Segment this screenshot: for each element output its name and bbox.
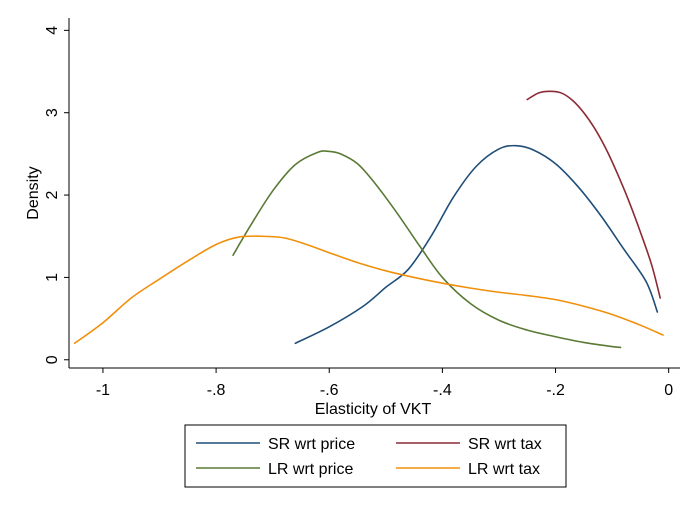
legend: SR wrt price SR wrt tax LR wrt price LR wrt… [184, 424, 567, 488]
legend-label-lr-wrt-price: LR wrt price [268, 461, 353, 478]
x-tick-label: -.8 [207, 382, 226, 399]
x-tick-label: -.4 [433, 382, 452, 399]
y-tick-label: 0 [44, 355, 61, 364]
y-tick-label: 3 [44, 108, 61, 117]
x-tick-label: -.6 [320, 382, 339, 399]
plot-lines [73, 90, 664, 349]
y-axis-title: Density [25, 166, 42, 219]
legend-label-lr-wrt-tax: LR wrt tax [468, 461, 540, 478]
legend-label-sr-wrt-price: SR wrt price [268, 436, 355, 453]
x-tick-label: -.2 [546, 382, 565, 399]
x-axis-title: Elasticity of VKT [315, 401, 432, 418]
legend-label-sr-wrt-tax: SR wrt tax [468, 436, 542, 453]
y-tick-label: 4 [44, 26, 61, 35]
y-tick-label: 2 [44, 191, 61, 200]
legend-box [184, 424, 567, 488]
series-line-sr-wrt-price [294, 144, 659, 345]
x-tick-label: 0 [664, 382, 673, 399]
y-ticks: 0 1 2 3 4 [44, 26, 69, 364]
y-tick-label: 1 [44, 273, 61, 282]
series-line-lr-wrt-price [232, 150, 622, 349]
x-tick-label: -1 [96, 382, 110, 399]
series-line-sr-wrt-tax [526, 90, 661, 299]
x-ticks: -1 -.8 -.6 -.4 -.2 0 [96, 368, 673, 399]
axes: 0 1 2 3 4 -1 -.8 -.6 -.4 -.2 0 [44, 18, 680, 399]
series-line-lr-wrt-tax [73, 235, 664, 345]
